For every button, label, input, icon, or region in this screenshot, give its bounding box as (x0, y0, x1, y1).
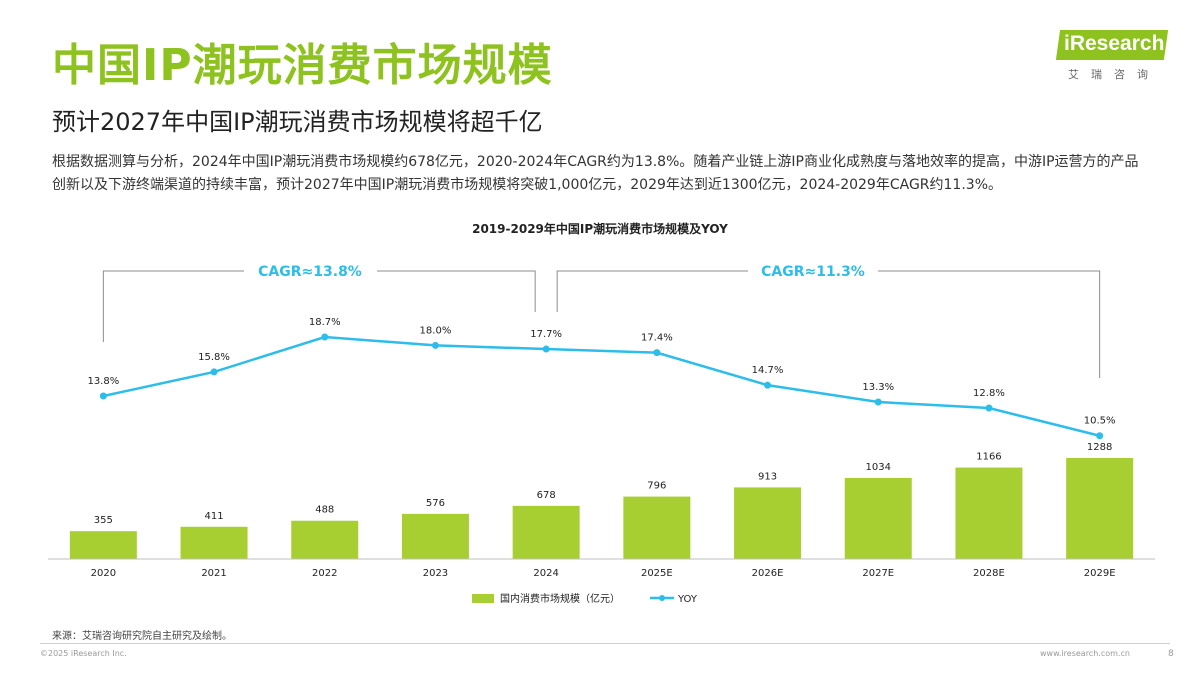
legend-line-marker (659, 595, 665, 601)
yoy-point (764, 381, 772, 389)
bar (180, 526, 248, 559)
yoy-point (1096, 432, 1104, 440)
legend-line-label: YOY (677, 594, 698, 605)
cagr-label-2024-2029: CAGR≈11.3% (761, 264, 865, 280)
page-number: 8 (1168, 649, 1174, 659)
x-tick-label: 2028E (973, 568, 1005, 579)
bar (69, 531, 137, 559)
yoy-point (542, 345, 550, 353)
x-tick-label: 2025E (641, 568, 673, 579)
bar (623, 496, 691, 559)
yoy-point (321, 333, 329, 341)
cagr-bracket-right-b (878, 270, 1101, 378)
chart-title: 2019-2029年中国IP潮玩消费市场规模及YOY (472, 222, 728, 236)
bar (401, 513, 469, 559)
x-tick-label: 2020 (91, 568, 116, 579)
x-tick-label: 2023 (423, 568, 448, 579)
yoy-point (653, 349, 661, 357)
bar (734, 487, 802, 559)
legend-bar-label: 国内消费市场规模（亿元） (500, 592, 620, 605)
yoy-point (874, 398, 882, 406)
bar (512, 505, 580, 559)
yoy-value-label: 13.8% (87, 376, 119, 387)
x-tick-label: 2022 (312, 568, 337, 579)
yoy-line (103, 335, 1100, 437)
x-tick-label: 2027E (862, 568, 894, 579)
yoy-value-label: 10.5% (1084, 416, 1116, 427)
bar-value-label: 678 (537, 490, 556, 501)
cagr-bracket-left-b (377, 270, 536, 312)
legend-bar-swatch (472, 594, 494, 603)
bar-value-label: 1166 (976, 452, 1001, 463)
cagr-bracket-right-a (556, 270, 748, 312)
cagr-bracket-left-a (102, 270, 244, 342)
copyright: ©2025 iResearch Inc. (40, 649, 127, 658)
website-url: www.iresearch.com.cn (1040, 649, 1130, 658)
bar (291, 520, 359, 559)
page-title: 中国IP潮玩消费市场规模 (52, 40, 553, 91)
bar-value-label: 796 (647, 481, 666, 492)
logo-text: iResearch (1064, 32, 1165, 55)
footer-divider (40, 643, 1170, 644)
iresearch-logo: iResearch 艾瑞咨询 (1055, 22, 1170, 88)
bar-value-label: 488 (315, 505, 334, 516)
cagr-label-2020-2024: CAGR≈13.8% (258, 264, 362, 280)
yoy-value-label: 12.8% (973, 388, 1005, 399)
yoy-value-label: 15.8% (198, 352, 230, 363)
x-tick-label: 2021 (201, 568, 226, 579)
page-description: 根据数据测算与分析，2024年中国IP潮玩消费市场规模约678亿元，2020-2… (52, 154, 1139, 193)
yoy-value-label: 17.7% (530, 329, 562, 340)
source-note: 来源：艾瑞咨询研究院自主研究及绘制。 (52, 631, 232, 642)
yoy-point (431, 341, 439, 349)
x-tick-label: 2026E (752, 568, 784, 579)
yoy-point (985, 404, 993, 412)
yoy-value-label: 18.7% (309, 317, 341, 328)
x-tick-label: 2024 (533, 568, 558, 579)
yoy-point (210, 368, 218, 376)
yoy-value-label: 17.4% (641, 333, 673, 344)
bar-value-label: 355 (94, 515, 113, 526)
yoy-point (99, 392, 107, 400)
bar (1066, 458, 1134, 559)
x-tick-label: 2029E (1084, 568, 1116, 579)
bar-value-label: 576 (426, 498, 445, 509)
bar-value-label: 1034 (866, 462, 891, 473)
page-subtitle: 预计2027年中国IP潮玩消费市场规模将超千亿 (52, 108, 543, 136)
logo-subtitle: 艾瑞咨询 (1068, 68, 1160, 81)
yoy-value-label: 14.7% (752, 365, 784, 376)
yoy-value-label: 13.3% (862, 382, 894, 393)
bar-value-label: 913 (758, 471, 777, 482)
bar (844, 477, 912, 559)
bar-value-label: 1288 (1087, 442, 1112, 453)
bar (955, 467, 1023, 559)
bar-value-label: 411 (205, 511, 224, 522)
yoy-value-label: 18.0% (420, 325, 452, 336)
